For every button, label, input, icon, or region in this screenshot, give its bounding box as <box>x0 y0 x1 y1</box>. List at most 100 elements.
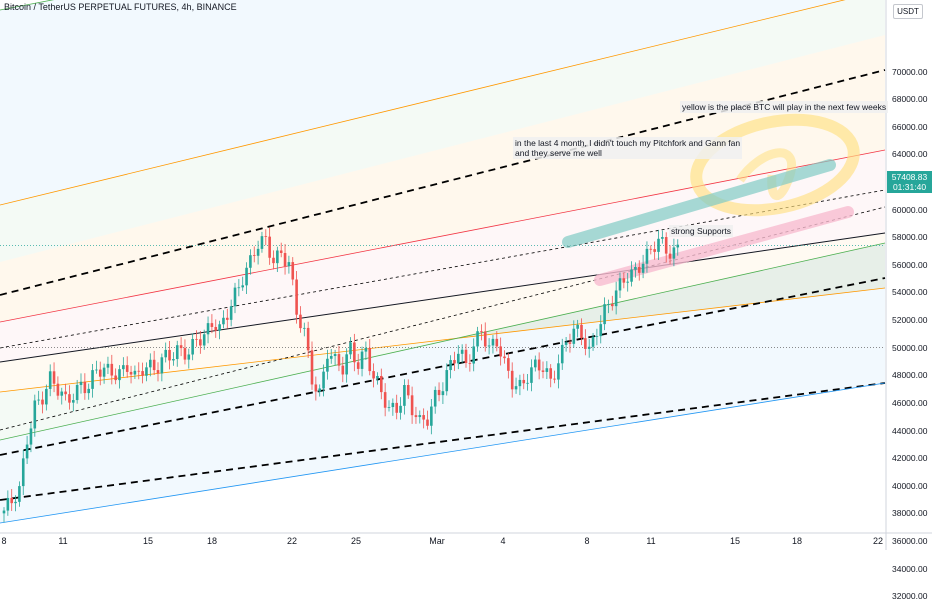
x-tick-label: 4 <box>500 536 506 546</box>
candle <box>102 363 106 384</box>
y-tick-label: 36000.00 <box>892 535 928 546</box>
candle <box>91 363 94 398</box>
candle-body <box>260 236 264 249</box>
candle <box>6 490 10 516</box>
candle-body <box>287 262 291 267</box>
candle <box>418 410 422 424</box>
candle-body <box>295 279 298 315</box>
candle-body <box>387 407 391 408</box>
candle-body <box>541 370 545 372</box>
candle <box>483 322 487 352</box>
fork-line-dashed-lower <box>0 277 886 456</box>
candle-body <box>268 236 271 258</box>
candle <box>437 382 441 402</box>
candle-body <box>618 278 622 291</box>
candle <box>160 353 164 382</box>
candle-body <box>199 339 202 346</box>
candle-body <box>626 281 629 283</box>
candle-body <box>426 419 429 426</box>
candle <box>622 272 626 289</box>
candle <box>252 246 256 263</box>
y-tick-label: 38000.00 <box>892 508 928 519</box>
candle <box>510 362 514 398</box>
candle <box>614 281 618 315</box>
x-tick-label: Mar <box>429 536 445 546</box>
candle <box>179 337 183 357</box>
candle-body <box>341 365 345 375</box>
candle <box>21 450 25 496</box>
candle <box>457 345 460 370</box>
candle <box>607 299 610 314</box>
candle <box>441 382 445 404</box>
candle-body <box>464 349 468 364</box>
candle-body <box>175 345 179 360</box>
candle <box>537 352 541 380</box>
pitchfork-note[interactable]: in the last 4 month, I didn't touch my P… <box>513 137 743 159</box>
fork-line-dashed-bottom <box>0 382 886 501</box>
candle <box>75 379 79 404</box>
candle-body <box>249 255 252 268</box>
x-tick-label: 11 <box>646 536 656 546</box>
candle <box>480 324 483 341</box>
candle-body <box>580 324 583 339</box>
x-tick-label: 15 <box>142 536 154 546</box>
candle <box>129 365 133 384</box>
candle <box>587 339 591 358</box>
supports-note[interactable]: strong Supports <box>669 225 734 237</box>
candle-body <box>164 349 167 358</box>
candle-body <box>102 367 106 377</box>
candle <box>122 357 125 377</box>
candle-body <box>179 345 183 349</box>
candle <box>345 348 348 383</box>
candle <box>33 394 37 437</box>
candle <box>356 353 360 375</box>
candle-body <box>345 354 348 375</box>
candle-body <box>137 370 141 372</box>
candle-body <box>95 369 98 371</box>
candle <box>495 331 499 352</box>
candle <box>14 495 17 512</box>
y-tick-label: 44000.00 <box>892 425 928 436</box>
candle-body <box>279 250 283 253</box>
candle-body <box>572 328 576 344</box>
candle <box>314 376 318 401</box>
candle-body <box>457 353 460 364</box>
candle <box>383 383 387 417</box>
candle-body <box>322 371 325 389</box>
candle-body <box>403 385 406 406</box>
candle <box>72 393 75 412</box>
candle <box>657 229 660 260</box>
candle-body <box>187 354 191 360</box>
candle <box>630 261 633 287</box>
candle <box>476 326 479 352</box>
candle-body <box>641 263 645 273</box>
price-chart[interactable] <box>0 0 932 550</box>
yellow-zone-note[interactable]: yellow is the place BTC will play in the… <box>680 101 889 113</box>
candle <box>530 359 533 392</box>
candle-body <box>214 326 218 331</box>
candle <box>564 336 568 352</box>
candle-body <box>353 342 356 363</box>
candle-body <box>514 386 518 390</box>
candle-body <box>522 379 526 384</box>
candle-body <box>657 238 660 252</box>
currency-badge[interactable]: USDT <box>893 4 923 19</box>
candle <box>156 362 160 382</box>
candle-body <box>48 371 52 389</box>
candles <box>2 227 680 523</box>
candle-body <box>106 363 110 368</box>
candle-body <box>160 357 164 374</box>
candle-body <box>422 415 425 420</box>
candle-body <box>252 255 256 256</box>
x-tick-label: 25 <box>350 536 362 546</box>
candle <box>641 254 645 279</box>
candle <box>507 353 510 379</box>
candle <box>106 356 110 374</box>
candle <box>618 272 622 299</box>
candle <box>603 297 606 331</box>
candle-body <box>206 323 210 335</box>
candle <box>168 340 171 370</box>
y-tick-label: 52000.00 <box>892 315 928 326</box>
candle <box>137 362 141 380</box>
